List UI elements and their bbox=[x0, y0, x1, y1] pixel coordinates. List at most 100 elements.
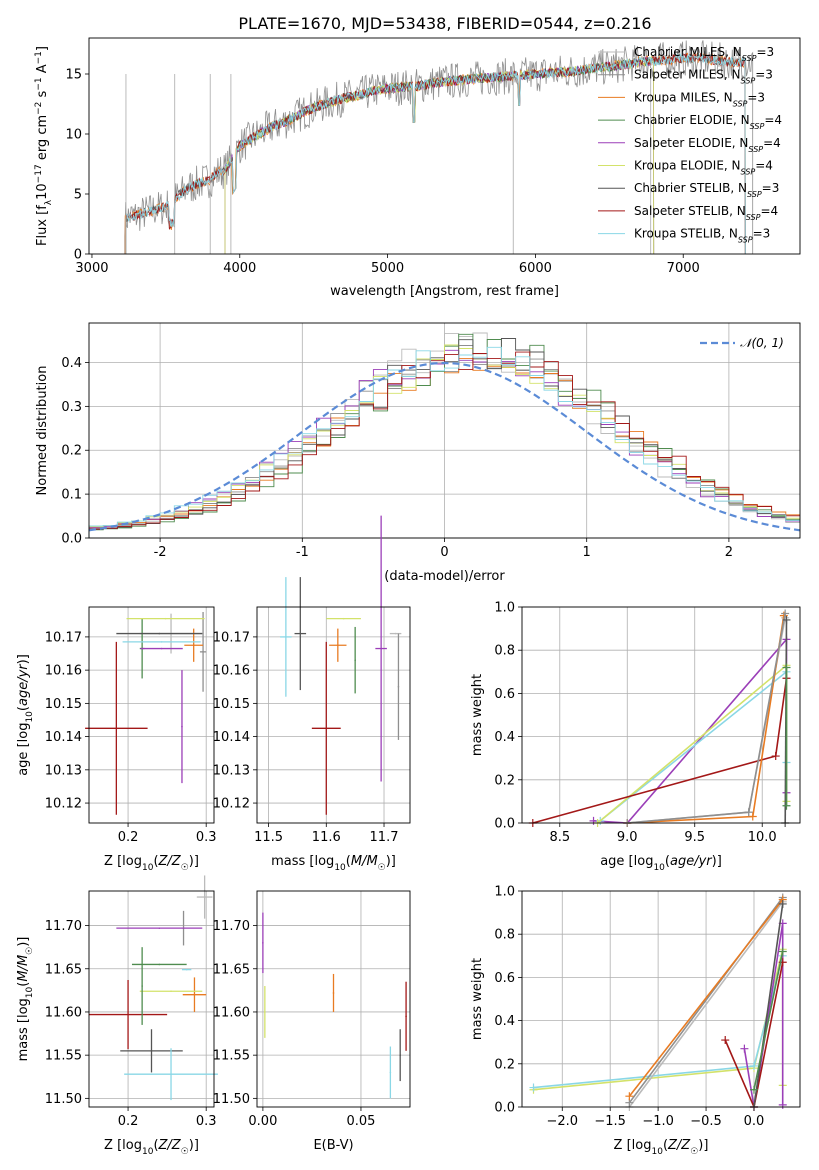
data-point bbox=[405, 1015, 407, 1018]
mass-vs-extinction-panel: 0.00 0.05 11.50 11.55 11.60 11.65 11.70 E(B-V) bbox=[213, 890, 411, 1153]
y-tick-label: 0.2 bbox=[494, 773, 515, 788]
y-axis-label: Flux [fλ10−17 erg cm−2 s−1 A−1] bbox=[34, 46, 54, 246]
y-tick-label: 0.6 bbox=[494, 971, 515, 986]
legend-entry: Salpeter MILES, NSSP=3 bbox=[634, 68, 773, 86]
x-tick-label: 0 bbox=[440, 545, 448, 560]
y-axis-label: Normed distribution bbox=[35, 366, 50, 496]
x-axis-label: Z [log10(Z/Z☉)] bbox=[104, 854, 199, 873]
weight-marker bbox=[778, 947, 787, 956]
data-point bbox=[394, 632, 397, 635]
axes-frame bbox=[256, 606, 411, 824]
y-tick-label: 10.14 bbox=[45, 730, 82, 745]
data-point bbox=[158, 963, 161, 966]
x-tick-label: -1 bbox=[296, 545, 309, 560]
y-tick-label: 0.0 bbox=[494, 817, 515, 832]
y-tick-label: 10.13 bbox=[45, 763, 82, 778]
weight-line bbox=[753, 951, 784, 1090]
y-tick-label: 10.14 bbox=[213, 730, 250, 745]
residual-histogram bbox=[88, 346, 800, 538]
weight-vs-age-panel: 8.5 9.0 9.5 10.0 0.0 0.2 0.4 0.6 0.8 1.0 age [log1… bbox=[470, 601, 801, 873]
y-tick-label: 0.3 bbox=[61, 400, 82, 415]
y-tick-label: 11.55 bbox=[213, 1049, 250, 1064]
axes-frame bbox=[88, 606, 215, 824]
data-point bbox=[299, 632, 302, 635]
mass-vs-metallicity-panel: 0.2 0.3 11.50 11.55 11.60 11.65 11.70 Z [log10(… bbox=[16, 875, 218, 1157]
x-tick-label: 11.5 bbox=[254, 830, 283, 845]
x-tick-label: 5000 bbox=[371, 261, 404, 276]
y-tick-label: 5 bbox=[74, 188, 82, 203]
y-tick-label: 11.50 bbox=[45, 1092, 82, 1107]
legend-entry: Chabrier STELIB, NSSP=3 bbox=[634, 181, 779, 199]
y-tick-label: 10.17 bbox=[45, 630, 82, 645]
y-tick-label: 15 bbox=[65, 68, 82, 83]
weight-marker bbox=[748, 812, 757, 821]
age-vs-mass-panel: 11.5 11.6 11.7 10.12 10.13 10.14 10.15 10.16 10.… bbox=[213, 515, 411, 873]
data-point bbox=[337, 644, 339, 647]
x-axis-label: Z [log10(Z/Z☉)] bbox=[614, 1138, 709, 1157]
y-tick-label: 11.65 bbox=[45, 962, 82, 977]
y-tick-label: 11.70 bbox=[213, 919, 250, 934]
x-tick-label: 6000 bbox=[519, 261, 552, 276]
axes-frame bbox=[521, 890, 801, 1108]
data-point bbox=[332, 992, 335, 994]
y-tick-label: 1.0 bbox=[494, 601, 515, 616]
y-tick-label: 10 bbox=[65, 128, 82, 143]
legend-entry: 𝒩(0, 1) bbox=[740, 336, 784, 350]
axes-frame bbox=[256, 890, 411, 1108]
weight-marker bbox=[589, 816, 598, 825]
y-axis-label: mass weight bbox=[470, 958, 485, 1040]
weight-marker bbox=[778, 1100, 787, 1109]
age-vs-metallicity-panel: 0.2 0.3 10.12 10.13 10.14 10.15 10.16 10.17 Z [l… bbox=[16, 606, 217, 873]
y-tick-label: 10.13 bbox=[213, 763, 250, 778]
y-tick-label: 11.65 bbox=[213, 962, 250, 977]
weight-marker bbox=[782, 615, 791, 624]
data-point bbox=[262, 942, 264, 944]
legend-entry: Kroupa STELIB, NSSP=3 bbox=[634, 227, 770, 245]
axes-frame bbox=[88, 322, 801, 539]
weight-line bbox=[753, 903, 784, 1108]
weight-marker bbox=[778, 899, 787, 908]
x-tick-label: 0.2 bbox=[118, 830, 139, 845]
x-axis-label: mass [log10(M/M☉)] bbox=[271, 854, 396, 873]
data-point bbox=[185, 968, 188, 971]
weight-line bbox=[628, 901, 784, 1108]
data-point bbox=[389, 1071, 392, 1074]
x-tick-label: −0.5 bbox=[690, 1114, 722, 1129]
data-point bbox=[127, 1013, 129, 1016]
y-tick-label: 11.60 bbox=[213, 1005, 250, 1020]
x-tick-label: 0.05 bbox=[346, 1114, 375, 1129]
x-tick-label: 8.5 bbox=[549, 830, 570, 845]
weight-marker bbox=[749, 1061, 758, 1070]
data-point bbox=[170, 1073, 172, 1075]
y-tick-label: 10.17 bbox=[213, 630, 250, 645]
y-tick-label: 11.70 bbox=[45, 919, 82, 934]
y-tick-label: 11.60 bbox=[45, 1005, 82, 1020]
legend-entry: Kroupa MILES, NSSP=3 bbox=[634, 90, 765, 108]
y-tick-label: 0.1 bbox=[61, 488, 82, 503]
y-axis-label: mass [log10(M/M☉)] bbox=[16, 937, 35, 1062]
y-tick-label: 0.2 bbox=[494, 1057, 515, 1072]
legend-entry: Salpeter ELODIE, NSSP=4 bbox=[634, 136, 781, 154]
axes-frame bbox=[521, 606, 801, 824]
y-tick-label: 0.2 bbox=[61, 444, 82, 459]
weight-marker bbox=[625, 1092, 634, 1101]
y-tick-label: 0.8 bbox=[494, 928, 515, 943]
weight-marker bbox=[721, 1036, 730, 1045]
x-tick-label: 0.3 bbox=[196, 1114, 217, 1129]
data-point bbox=[285, 636, 287, 638]
y-tick-label: 0.0 bbox=[61, 532, 82, 547]
y-tick-label: 11.50 bbox=[213, 1092, 250, 1107]
x-tick-label: 3000 bbox=[75, 261, 108, 276]
y-tick-label: 0.6 bbox=[494, 687, 515, 702]
weight-marker bbox=[740, 1044, 749, 1053]
figure-title: PLATE=1670, MJD=53438, FIBERID=0544, z=0… bbox=[238, 14, 651, 33]
y-tick-label: 10.12 bbox=[45, 797, 82, 812]
data-point bbox=[354, 659, 356, 661]
x-tick-label: 0.3 bbox=[196, 830, 217, 845]
x-tick-label: 10.0 bbox=[748, 830, 777, 845]
x-tick-label: −1.5 bbox=[594, 1114, 626, 1129]
x-tick-label: −2.0 bbox=[546, 1114, 578, 1129]
y-tick-label: 0.4 bbox=[494, 730, 515, 745]
x-tick-label: 9.0 bbox=[617, 830, 638, 845]
weight-line bbox=[628, 899, 784, 1097]
